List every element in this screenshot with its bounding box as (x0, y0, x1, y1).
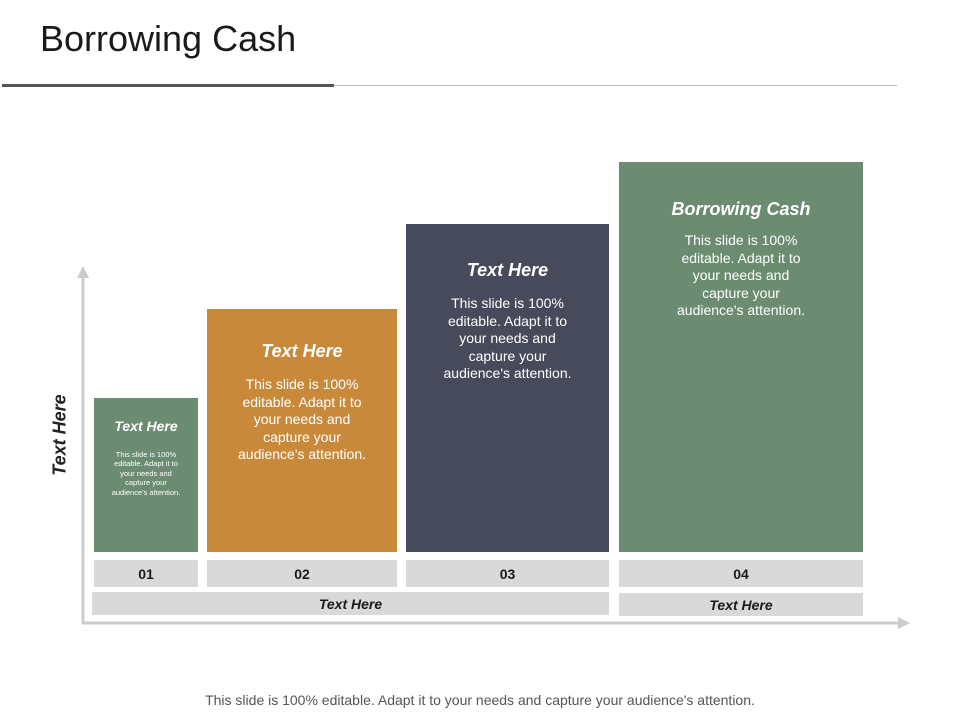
step-block-3: Text Here This slide is 100% editable. A… (406, 224, 609, 552)
step-block-2: Text Here This slide is 100% editable. A… (207, 309, 397, 552)
step-1-title: Text Here (114, 418, 178, 434)
step-1-number: 01 (94, 560, 198, 587)
step-4-number: 04 (619, 560, 863, 587)
step-block-1: Text Here This slide is 100% editable. A… (94, 398, 198, 552)
step-3-description: This slide is 100% editable. Adapt it to… (443, 295, 572, 381)
group-label-2: Text Here (619, 593, 863, 616)
step-2-number: 02 (207, 560, 397, 587)
step-2-title: Text Here (261, 341, 343, 361)
y-axis-arrowhead (77, 266, 89, 278)
step-3-title: Text Here (466, 260, 549, 280)
x-axis-arrowhead (898, 617, 910, 629)
step-4-description: This slide is 100% editable. Adapt it to… (677, 232, 805, 318)
group-label-1: Text Here (92, 592, 609, 615)
footer-note: This slide is 100% editable. Adapt it to… (205, 692, 755, 708)
step-block-4: Borrowing Cash This slide is 100% editab… (619, 162, 863, 552)
slide-title: Borrowing Cash (40, 18, 297, 59)
step-4-title: Borrowing Cash (671, 199, 811, 219)
title-divider (334, 85, 897, 86)
y-axis-label: Text Here (49, 394, 70, 476)
title-underline (2, 84, 334, 87)
step-2-description: This slide is 100% editable. Adapt it to… (238, 376, 366, 462)
step-3-number: 03 (406, 560, 609, 587)
step-1-description: This slide is 100% editable. Adapt it to… (111, 450, 181, 497)
